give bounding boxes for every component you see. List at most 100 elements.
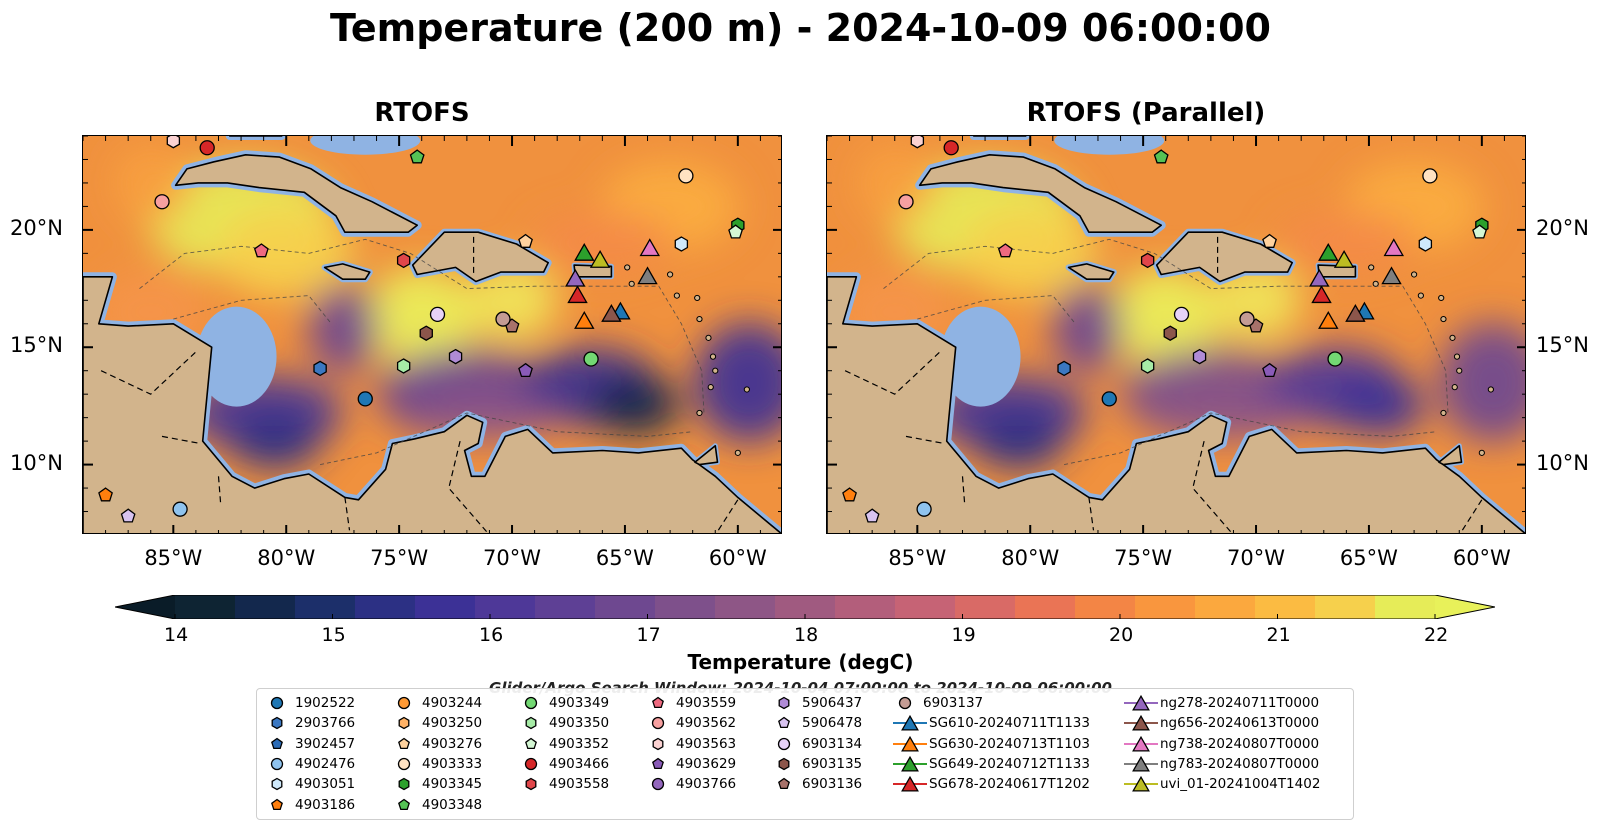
obs-4903333 (678, 168, 694, 184)
legend-marker (1124, 755, 1158, 772)
temperature-blob (1438, 322, 1525, 443)
country-border (844, 351, 941, 395)
obs-ng278-20240711T0000 (1309, 268, 1330, 287)
legend-label: 4903244 (422, 695, 483, 711)
legend-label: 4903766 (676, 776, 737, 793)
legend-marker (893, 755, 927, 772)
obs-ng738-20240807T0000 (1383, 238, 1404, 257)
obs-4903333 (1422, 168, 1438, 184)
legend-label: 5906478 (802, 715, 863, 732)
obs-6903134 (1173, 306, 1190, 323)
obs-4903559 (997, 243, 1013, 258)
legend-label: 4903352 (549, 735, 610, 752)
legend-marker (271, 737, 283, 749)
legend-label: 4903051 (295, 776, 356, 793)
obs-ng656-20240613T0000 (1345, 303, 1366, 322)
colorbar-tick-label: 21 (1266, 624, 1291, 646)
island (734, 449, 741, 456)
legend-label: ng278-20240711T0000 (1160, 695, 1320, 711)
legend-marker (893, 735, 927, 752)
x-tick-label: 75°W (370, 546, 429, 570)
y-tick-label-left: 10°N (10, 450, 63, 475)
obs-4903349 (1327, 351, 1343, 367)
temperature-blob (307, 283, 378, 374)
obs-4903350 (396, 358, 411, 374)
colorbar-segment (715, 595, 776, 619)
legend-marker (1124, 735, 1158, 752)
legend-label: 4903345 (422, 776, 483, 793)
legend-label: SG610-20240711T1133 (929, 715, 1090, 732)
legend-label: 5906437 (802, 695, 863, 711)
obs-ng783-20240807T0000 (637, 266, 658, 285)
colorbar-tick-label: 20 (1109, 624, 1134, 646)
obs-4903559 (253, 243, 269, 258)
legend-label: 4903333 (422, 755, 483, 772)
land-trinidad (1438, 444, 1463, 466)
obs-ng656-20240613T0000 (601, 303, 622, 322)
legend-label: 4903276 (422, 735, 483, 752)
temperature-blob (216, 208, 357, 299)
legend-label: 1902522 (295, 695, 356, 711)
nicaragua-shelf (196, 306, 277, 407)
island (1372, 280, 1379, 287)
legend-label: 4903562 (676, 715, 737, 732)
isobath-1000m (1064, 412, 1437, 466)
colorbar-segment (175, 595, 236, 619)
obs-4903563 (166, 136, 181, 149)
colorbar-segment (355, 595, 416, 619)
obs-6903137 (495, 311, 511, 327)
colorbar-segment (295, 595, 356, 619)
isobath-1000m (139, 238, 705, 414)
legend-label: SG649-20240712T1133 (929, 755, 1090, 772)
country-border (1459, 499, 1483, 533)
temperature-blob (229, 413, 320, 470)
legend-marker (397, 757, 411, 771)
obs-5906478 (864, 508, 880, 523)
obs-4903562 (898, 194, 914, 210)
legend-marker (398, 717, 410, 730)
legend-label: 4903349 (549, 695, 610, 711)
obs-5906478 (120, 508, 136, 523)
country-border (961, 476, 966, 505)
obs-4903563 (910, 136, 925, 149)
x-tick-label: 60°W (708, 546, 767, 570)
land-jamaica (1067, 263, 1115, 280)
island (1451, 384, 1458, 391)
x-tick-label: 70°W (483, 546, 542, 570)
obs-SG630-20240713T1103 (1318, 311, 1339, 329)
temperature-blob (110, 142, 191, 223)
legend-marker (525, 777, 537, 791)
isobath-1000m (320, 412, 693, 466)
obs-4903186 (98, 487, 113, 502)
obs-4903186 (842, 487, 857, 502)
land-mainland (827, 276, 1525, 533)
island (1440, 409, 1447, 417)
legend-marker (271, 798, 283, 810)
obs-1902522 (1101, 391, 1117, 407)
y-tick-label-left: 15°N (10, 333, 63, 358)
x-tick-label: 60°W (1452, 546, 1511, 570)
map-panel-rtofs (82, 135, 782, 534)
temperature-blob (960, 208, 1101, 299)
colorbar-segment (955, 595, 1016, 619)
obs-ng738-20240807T0000 (639, 238, 660, 257)
island (1453, 353, 1461, 360)
obs-4903051 (1418, 236, 1433, 252)
obs-4903466 (943, 140, 959, 156)
legend-label: 4903559 (676, 695, 737, 711)
obs-uvi_01-20241004T1402 (589, 249, 611, 268)
colorbar-extend-low (115, 595, 175, 619)
legend-label: uvi_01-20241004T1402 (1160, 776, 1321, 793)
x-tick-label: 80°W (1001, 546, 1060, 570)
country-border (100, 351, 197, 395)
island (666, 271, 674, 278)
country-border (344, 497, 351, 531)
temperature-blob (591, 375, 682, 436)
country-border (217, 476, 222, 505)
colorbar-segment (235, 595, 296, 619)
legend-marker (652, 757, 664, 769)
legend-marker (270, 696, 284, 710)
obs-2903766 (313, 360, 327, 377)
legend-label: 4903563 (676, 735, 737, 752)
legend-label: ng738-20240807T0000 (1160, 735, 1320, 752)
